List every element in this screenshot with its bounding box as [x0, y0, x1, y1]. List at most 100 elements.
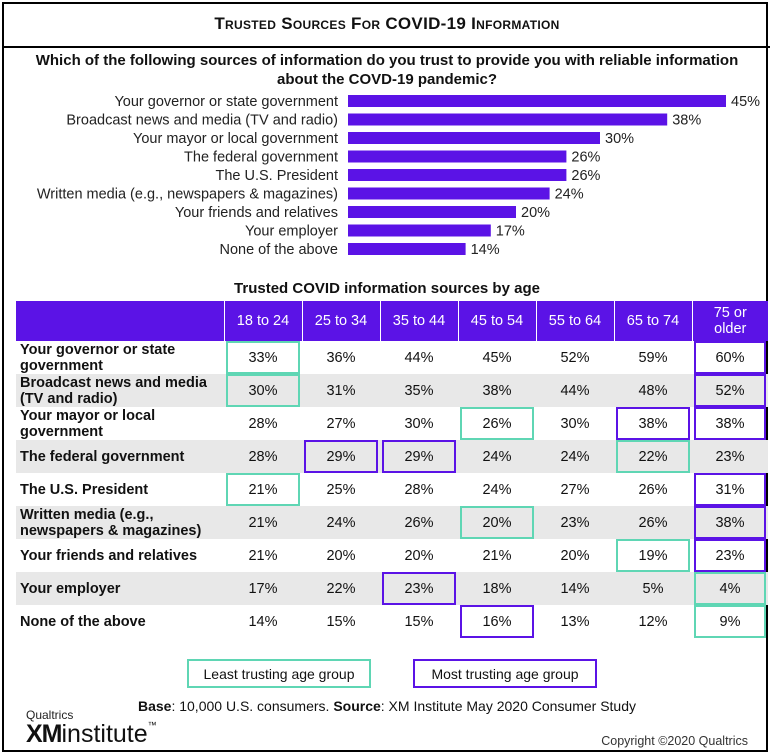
cell-value: 44% — [560, 382, 590, 399]
bar-value-label: 17% — [496, 224, 525, 240]
cell-value: 31% — [326, 382, 356, 399]
base-text: : 10,000 U.S. consumers. — [171, 698, 334, 714]
cell-value: 23% — [715, 547, 745, 564]
qualtrics-logo-text: Qualtrics — [26, 708, 74, 722]
legend-least-trusting: Least trusting age group — [187, 659, 371, 688]
cell-value: 20% — [560, 547, 590, 564]
cell-value: 23% — [404, 580, 434, 597]
table-cell: 14% — [224, 605, 302, 638]
table-cell: 52% — [692, 374, 768, 407]
most-trusting-highlight — [694, 539, 766, 572]
least-trusting-highlight — [460, 506, 534, 539]
table-cell: 59% — [614, 341, 692, 374]
age-column-header: 55 to 64 — [536, 301, 615, 341]
source-label: Source — [333, 698, 381, 714]
bar-category-label: Your mayor or local government — [133, 131, 338, 147]
cell-value: 16% — [482, 613, 512, 630]
chart-title: Trusted Sources For COVID-19 Information — [214, 14, 560, 33]
cell-value: 25% — [326, 481, 356, 498]
table-cell: 23% — [692, 539, 768, 572]
age-table-header: 18 to 24 25 to 34 35 to 44 45 to 54 55 to 64… — [16, 301, 768, 341]
cell-value: 24% — [482, 481, 512, 498]
bar-category-label: None of the above — [219, 242, 338, 258]
most-trusting-highlight — [460, 605, 534, 638]
cell-value: 21% — [482, 547, 512, 564]
table-cell: 38% — [692, 506, 768, 539]
row-label: Your employer — [16, 572, 224, 605]
bar — [348, 187, 550, 200]
table-cell: 15% — [380, 605, 458, 638]
table-cell: 44% — [380, 341, 458, 374]
cell-value: 27% — [326, 415, 356, 432]
cell-value: 14% — [248, 613, 278, 630]
bar-value-label: 24% — [555, 187, 584, 203]
table-cell: 5% — [614, 572, 692, 605]
least-trusting-highlight — [460, 407, 534, 440]
table-cell: 31% — [302, 374, 380, 407]
table-cell: 24% — [458, 440, 536, 473]
table-cell: 29% — [302, 440, 380, 473]
table-cell: 29% — [380, 440, 458, 473]
cell-value: 30% — [560, 415, 590, 432]
cell-value: 48% — [638, 382, 668, 399]
least-trusting-highlight — [694, 605, 766, 638]
bar-value-label: 45% — [731, 94, 760, 110]
cell-value: 15% — [326, 613, 356, 630]
cell-value: 23% — [715, 448, 745, 465]
table-cell: 15% — [302, 605, 380, 638]
table-cell: 20% — [458, 506, 536, 539]
cell-value: 35% — [404, 382, 434, 399]
table-cell: 35% — [380, 374, 458, 407]
bar-value-label: 20% — [521, 205, 550, 221]
bar — [348, 132, 600, 144]
cell-value: 33% — [248, 349, 278, 366]
cell-value: 26% — [482, 415, 512, 432]
bar-value-label: 26% — [571, 168, 600, 184]
cell-value: 17% — [248, 580, 278, 597]
cell-value: 13% — [560, 613, 590, 630]
cell-value: 29% — [326, 448, 356, 465]
cell-value: 15% — [404, 613, 434, 630]
bar-value-label: 14% — [471, 242, 500, 258]
table-cell: 23% — [692, 440, 768, 473]
least-trusting-highlight — [226, 341, 300, 374]
logo-institute: institute — [61, 720, 148, 748]
table-cell: 18% — [458, 572, 536, 605]
least-trusting-highlight — [226, 374, 300, 407]
most-trusting-highlight — [304, 440, 378, 473]
table-cell: 17% — [224, 572, 302, 605]
age-table: 18 to 24 25 to 34 35 to 44 45 to 54 55 to 64… — [16, 301, 768, 638]
table-cell: 19% — [614, 539, 692, 572]
cell-value: 38% — [638, 415, 668, 432]
table-cell: 45% — [458, 341, 536, 374]
table-cell: 22% — [302, 572, 380, 605]
table-cell: 48% — [614, 374, 692, 407]
bar-value-label: 30% — [605, 131, 634, 147]
table-row: Broadcast news and media (TV and radio) 3… — [16, 374, 768, 407]
cell-value: 24% — [560, 448, 590, 465]
row-label: The federal government — [16, 440, 224, 473]
table-cell: 14% — [536, 572, 614, 605]
cell-value: 27% — [560, 481, 590, 498]
cell-value: 30% — [404, 415, 434, 432]
title-divider — [4, 46, 770, 48]
row-label: Your friends and relatives — [20, 547, 198, 564]
cell-value: 12% — [638, 613, 668, 630]
row-label: Your governor or state government — [20, 341, 176, 374]
table-cell: 38% — [692, 407, 768, 440]
table-cell: 26% — [614, 506, 692, 539]
cell-value: 14% — [560, 580, 590, 597]
table-cell: 20% — [302, 539, 380, 572]
table-cell: 20% — [380, 539, 458, 572]
cell-value: 21% — [248, 481, 278, 498]
cell-value: 19% — [638, 547, 668, 564]
least-trusting-highlight — [226, 473, 300, 506]
cell-value: 38% — [715, 415, 745, 432]
bar — [348, 169, 567, 181]
survey-question: Which of the following sources of inform… — [35, 52, 739, 88]
table-cell: 44% — [536, 374, 614, 407]
table-cell: 21% — [224, 506, 302, 539]
cell-value: 52% — [560, 349, 590, 366]
most-trusting-highlight — [694, 506, 766, 539]
